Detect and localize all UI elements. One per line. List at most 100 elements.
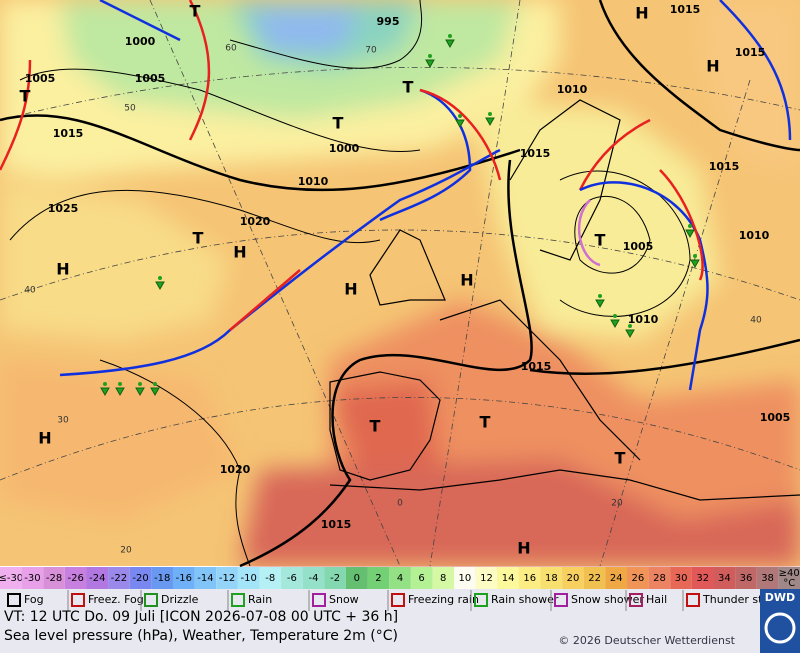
pressure-center: T bbox=[193, 229, 204, 248]
scale-label: -12 bbox=[219, 573, 235, 584]
pressure-center: H bbox=[706, 57, 719, 76]
scale-label: -28 bbox=[46, 573, 62, 584]
isobar-label: 1020 bbox=[240, 215, 271, 228]
scale-label: -30 bbox=[24, 573, 40, 584]
legend-label: Freezing rain bbox=[408, 593, 479, 606]
scale-cell bbox=[281, 567, 303, 589]
pressure-center: H bbox=[635, 4, 648, 23]
isobar-label: 1015 bbox=[709, 160, 740, 173]
coastlines bbox=[329, 99, 800, 501]
shower-symbol bbox=[115, 387, 125, 397]
scale-label: 14 bbox=[502, 573, 515, 584]
scale-label: 30 bbox=[675, 573, 688, 584]
footer-background bbox=[0, 589, 800, 653]
shower-symbol bbox=[135, 387, 145, 397]
pressure-center: H bbox=[233, 243, 246, 262]
shower-dot bbox=[628, 324, 632, 328]
isobar-label: 1015 bbox=[735, 46, 766, 59]
shower-dot bbox=[138, 382, 142, 386]
temperature-label: 20 bbox=[120, 546, 132, 556]
temperature-scale: ≤-30 -30 -28 -26 -24 -22 -20 -18 -16 -14 -12 -10 -8-… bbox=[0, 567, 800, 589]
isobar-label: 1005 bbox=[135, 72, 166, 85]
scale-label: 28 bbox=[653, 573, 666, 584]
pressure-center: T bbox=[370, 417, 381, 436]
shower-dot bbox=[118, 382, 122, 386]
pressure-center: T bbox=[190, 2, 201, 21]
pressure-center: T bbox=[333, 114, 344, 133]
legend-icon bbox=[686, 593, 700, 607]
map-labels: 1000 1005 1005 1015 1025 1020 1010 1000 995 1015 1… bbox=[20, 2, 791, 558]
scale-cell bbox=[583, 567, 606, 589]
shower-dot bbox=[458, 114, 462, 118]
scale-label: -26 bbox=[68, 573, 84, 584]
scale-label: -14 bbox=[197, 573, 213, 584]
scale-cell bbox=[43, 567, 65, 589]
scale-cell bbox=[735, 567, 757, 589]
legend-icon bbox=[71, 593, 85, 607]
scale-label: 32 bbox=[696, 573, 709, 584]
isobar-label: 1005 bbox=[623, 240, 654, 253]
scale-cell bbox=[410, 567, 433, 589]
scale-cell bbox=[64, 567, 87, 589]
isobar-label: 1015 bbox=[321, 518, 352, 531]
scale-cell bbox=[670, 567, 692, 589]
shower-symbol bbox=[685, 229, 695, 239]
scale-label: 18 bbox=[545, 573, 558, 584]
shower-dot bbox=[158, 276, 162, 280]
scale-cell bbox=[454, 567, 476, 589]
shower-dot bbox=[688, 224, 692, 228]
scale-cell bbox=[605, 567, 628, 589]
scale-label: -4 bbox=[309, 573, 319, 584]
shower-symbol bbox=[150, 387, 160, 397]
isobar-label: 1015 bbox=[53, 127, 84, 140]
fronts bbox=[0, 0, 792, 391]
scale-label: 2 bbox=[375, 573, 381, 584]
pressure-center: T bbox=[403, 78, 414, 97]
temperature-label: 50 bbox=[124, 104, 136, 114]
isobars bbox=[0, 0, 800, 568]
scale-label: 20 bbox=[567, 573, 580, 584]
scale-cell bbox=[367, 567, 390, 589]
scale-label: 10 bbox=[458, 573, 471, 584]
scale-label: 12 bbox=[480, 573, 493, 584]
scale-label: 22 bbox=[588, 573, 601, 584]
shower-dot bbox=[613, 314, 617, 318]
scale-cell bbox=[540, 567, 563, 589]
scale-cell bbox=[0, 567, 22, 589]
pressure-center: T bbox=[595, 231, 606, 250]
scale-cell bbox=[518, 567, 541, 589]
isobar-label: 1015 bbox=[521, 360, 552, 373]
scale-label: -16 bbox=[176, 573, 192, 584]
isobar-label: 1005 bbox=[760, 411, 791, 424]
shower-symbol bbox=[595, 299, 605, 309]
legend-icon bbox=[231, 593, 245, 607]
legend-icon bbox=[554, 593, 568, 607]
isobar-label: 1010 bbox=[298, 175, 329, 188]
scale-cell bbox=[475, 567, 498, 589]
legend-label: Hail bbox=[646, 593, 667, 606]
temperature-label: 70 bbox=[365, 46, 377, 56]
scale-label: ≤-30 bbox=[0, 573, 23, 584]
pressure-center: T bbox=[480, 413, 491, 432]
scale-label: 6 bbox=[418, 573, 424, 584]
scale-label: -6 bbox=[287, 573, 297, 584]
scale-label: 8 bbox=[440, 573, 446, 584]
temperature-label: 40 bbox=[24, 286, 36, 296]
shower-symbol bbox=[690, 259, 700, 269]
pressure-center: H bbox=[56, 260, 69, 279]
scale-cell bbox=[151, 567, 173, 589]
temperature-label: 0 bbox=[397, 499, 403, 509]
scale-cell bbox=[713, 567, 736, 589]
scale-label: 38 bbox=[761, 573, 774, 584]
scale-cell bbox=[345, 567, 368, 589]
shower-dot bbox=[448, 34, 452, 38]
shower-dot bbox=[598, 294, 602, 298]
legend-icon bbox=[391, 593, 405, 607]
scale-label: -24 bbox=[89, 573, 105, 584]
scale-label: 4 bbox=[397, 573, 403, 584]
isobar-label: 1015 bbox=[520, 147, 551, 160]
isobar-label: 1005 bbox=[25, 72, 56, 85]
legend-label: Rain shower bbox=[491, 593, 559, 606]
isobar-label: 1000 bbox=[125, 35, 156, 48]
